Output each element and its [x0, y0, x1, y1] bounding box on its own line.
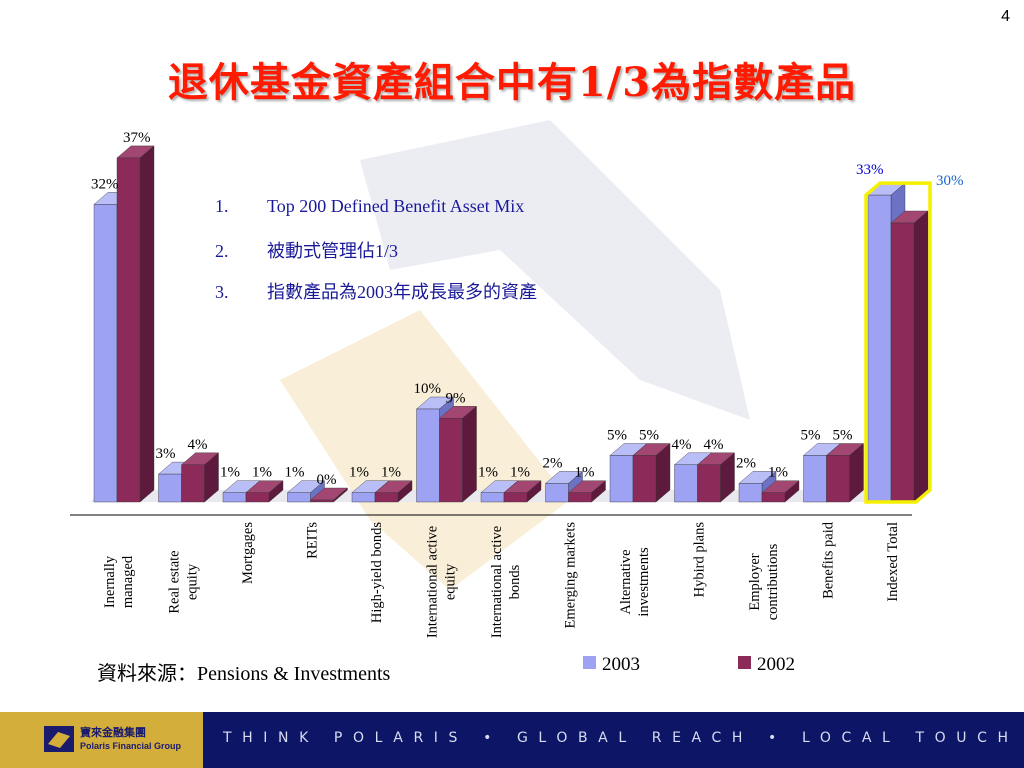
- category-label-employer-contributions: Employer contributions: [747, 543, 781, 620]
- note-text: 被動式管理佔1/3: [267, 241, 399, 261]
- legend-item-2003: 2003: [583, 654, 640, 676]
- value-label-2002-international-active-equity: 9%: [446, 390, 466, 406]
- category-label-hybird-plans: Hybird plans: [692, 522, 708, 598]
- value-label-2003-hybird-plans: 4%: [672, 437, 692, 453]
- value-label-2002-international-active-bonds: 1%: [510, 465, 530, 481]
- slide-title: 退休基金資產組合中有1/3為指數產品: [167, 59, 857, 106]
- value-label-2003-alternative-investments: 5%: [607, 428, 627, 444]
- bar-2002-mortgages: [245, 480, 284, 503]
- value-label-2002-employer-contributions: 1%: [768, 465, 788, 481]
- legend-swatch-2002: [738, 656, 751, 669]
- category-label-real-estate-equity: Real estate equity: [167, 550, 201, 613]
- category-label-benefits-paid: Benefits paid: [821, 521, 837, 599]
- value-label-2003-benefits-paid: 5%: [801, 428, 821, 444]
- category-label-international-active-equity: International active equity: [425, 526, 459, 638]
- notes-list: 1. Top 200 Defined Benefit Asset Mix 2. 被動…: [215, 196, 537, 319]
- polaris-logo-icon: [44, 726, 74, 752]
- logo-text-chinese: 寶來金融集團: [80, 726, 146, 739]
- slogan-text: THINK POLARIS • GLOBAL REACH • LOCAL TOU…: [223, 730, 1019, 746]
- legend-swatch-2003: [583, 656, 596, 669]
- bar-chart: 32% 37% 3% 4% 1% 1% 1% 0% 1% 1% 10%9% 1% 1% 2% 1% 5% 5% 4…: [70, 130, 964, 638]
- category-label-reits: REITs: [305, 522, 321, 559]
- bar-2002-benefits-paid: [825, 443, 865, 503]
- category-label-alternative-investments: Alternative investments: [618, 547, 652, 617]
- category-label-international-active-bonds: International active bonds: [489, 526, 523, 638]
- note-item: 2. 被動式管理佔1/3: [215, 237, 537, 278]
- bar-2002-alternative-investments: [632, 443, 671, 503]
- value-label-2003-reits: 1%: [285, 465, 305, 481]
- footer-bar: 寶來金融集團 Polaris Financial Group THINK POL…: [0, 712, 1024, 768]
- note-item: 3. 指數產品為2003年成長最多的資產: [215, 278, 537, 319]
- category-label-mortgages: Mortgages: [240, 522, 256, 584]
- highlight-frame: [864, 181, 932, 504]
- value-label-2002-indexed-total: 30%: [936, 173, 964, 189]
- bar-2002-international-active-equity: [438, 405, 478, 503]
- note-text: Top 200 Defined Benefit Asset Mix: [267, 196, 525, 216]
- value-label-2002-hybird-plans: 4%: [704, 437, 724, 453]
- legend-label-2003: 2003: [602, 654, 640, 675]
- bar-2002-employer-contributions: [761, 480, 800, 503]
- category-label-high-yield-bonds: High-yield bonds: [369, 522, 385, 623]
- value-label-2003-indexed-total: 33%: [856, 162, 884, 178]
- value-label-2002-high-yield-bonds: 1%: [381, 465, 401, 481]
- value-label-2002-mortgages: 1%: [252, 465, 272, 481]
- note-item: 1. Top 200 Defined Benefit Asset Mix: [215, 196, 537, 237]
- source-citation: 資料來源：Pensions & Investments: [97, 663, 391, 685]
- note-number: 1.: [215, 196, 229, 216]
- bar-2002-indexed-total: [890, 210, 929, 503]
- bar-2002-emerging-markets: [567, 480, 607, 503]
- value-label-2002-benefits-paid: 5%: [833, 428, 853, 444]
- bar-2002-real-estate-equity: [180, 452, 220, 503]
- value-label-2003-international-active-equity: 10%: [414, 381, 442, 397]
- legend-item-2002: 2002: [738, 654, 795, 676]
- value-label-2003-emerging-markets: 2%: [543, 455, 563, 471]
- value-label-2003-international-active-bonds: 1%: [478, 465, 498, 481]
- bar-2002-hybird-plans: [696, 452, 736, 503]
- category-label-inernally-managed: Inernally managed: [102, 555, 136, 608]
- logo-text-english: Polaris Financial Group: [80, 741, 182, 751]
- bar-2002-reits: [309, 487, 349, 503]
- value-label-2002-alternative-investments: 5%: [639, 428, 659, 444]
- value-label-2003-high-yield-bonds: 1%: [349, 465, 369, 481]
- value-label-2002-emerging-markets: 1%: [575, 465, 595, 481]
- category-label-indexed-total: Indexed Total: [885, 522, 901, 602]
- value-label-2002-real-estate-equity: 4%: [188, 437, 208, 453]
- value-label-2002-reits: 0%: [317, 472, 337, 488]
- bar-2002-high-yield-bonds: [374, 480, 413, 503]
- value-label-2003-mortgages: 1%: [220, 465, 240, 481]
- note-text: 指數產品為2003年成長最多的資產: [267, 282, 537, 302]
- slogan-band: THINK POLARIS • GLOBAL REACH • LOCAL TOU…: [203, 712, 1024, 768]
- note-number: 2.: [215, 241, 229, 261]
- company-logo: 寶來金融集團 Polaris Financial Group: [0, 712, 200, 768]
- bar-2002-inernally-managed: [116, 145, 155, 503]
- value-label-2003-employer-contributions: 2%: [736, 455, 756, 471]
- value-label-2002-inernally-managed: 37%: [123, 130, 151, 146]
- bar-2002-international-active-bonds: [503, 480, 542, 503]
- note-number: 3.: [215, 282, 229, 302]
- value-label-2003-real-estate-equity: 3%: [156, 446, 176, 462]
- value-label-2003-inernally-managed: 32%: [91, 176, 119, 192]
- legend-label-2002: 2002: [757, 654, 795, 675]
- page-number: 4: [1001, 8, 1010, 25]
- category-label-emerging-markets: Emerging markets: [563, 522, 579, 629]
